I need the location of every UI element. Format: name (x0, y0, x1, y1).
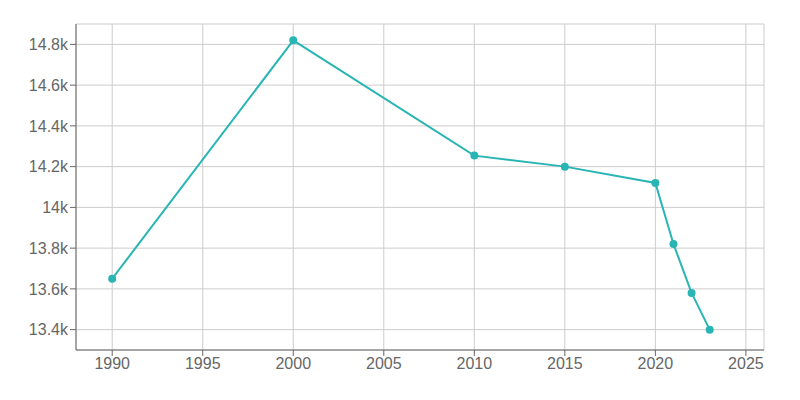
svg-text:14k: 14k (42, 199, 69, 216)
svg-text:2020: 2020 (638, 355, 674, 372)
svg-text:2005: 2005 (366, 355, 402, 372)
svg-text:14.4k: 14.4k (29, 118, 69, 135)
svg-text:1995: 1995 (185, 355, 221, 372)
svg-text:13.4k: 13.4k (29, 321, 69, 338)
svg-text:14.8k: 14.8k (29, 36, 69, 53)
svg-text:2010: 2010 (457, 355, 493, 372)
svg-text:2025: 2025 (728, 355, 764, 372)
svg-text:2015: 2015 (547, 355, 583, 372)
svg-text:14.2k: 14.2k (29, 158, 69, 175)
svg-text:1990: 1990 (94, 355, 130, 372)
svg-text:13.6k: 13.6k (29, 281, 69, 298)
svg-text:14.6k: 14.6k (29, 77, 69, 94)
svg-text:13.8k: 13.8k (29, 240, 69, 257)
svg-text:2000: 2000 (275, 355, 311, 372)
